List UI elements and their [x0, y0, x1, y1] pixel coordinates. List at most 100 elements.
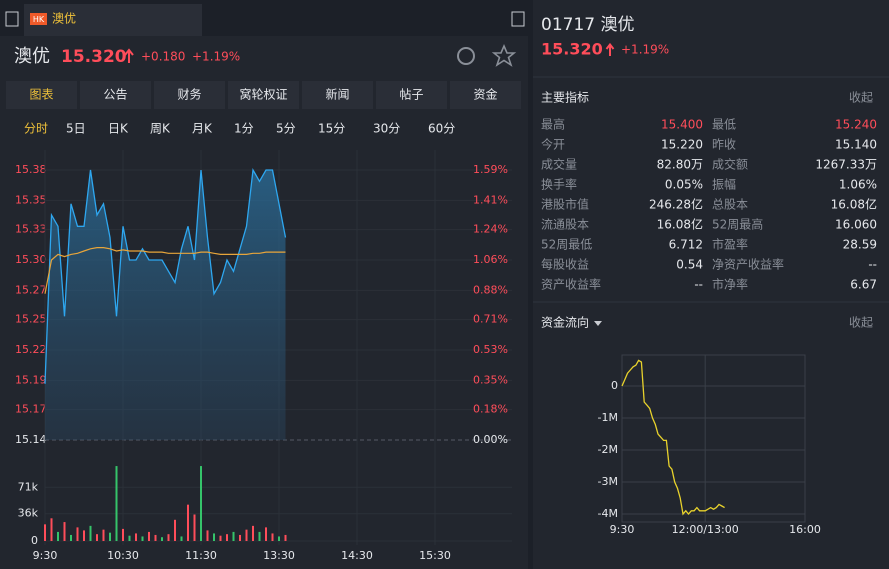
y-tick-label: 15.30	[15, 253, 47, 266]
volume-bar	[226, 534, 228, 541]
period-option[interactable]: 分时	[24, 122, 48, 136]
period-option[interactable]: 5分	[276, 122, 296, 136]
volume-bar	[57, 531, 59, 541]
volume-bar	[109, 532, 111, 541]
y2-tick-label: 1.06%	[473, 253, 508, 266]
period-option[interactable]: 5日	[66, 122, 86, 136]
collapse[interactable]: 收起	[849, 316, 873, 330]
x-tick-label: 9:30	[33, 549, 58, 562]
indicator-label: 市净率	[712, 277, 748, 292]
tab-label[interactable]: 财务	[177, 87, 201, 102]
refresh-icon[interactable]	[457, 47, 475, 65]
tab-button[interactable]	[228, 81, 299, 109]
indicator-label: 净资产收益率	[712, 257, 784, 272]
indicator-value: 0.54	[676, 258, 703, 272]
collapse[interactable]: 收起	[849, 91, 873, 105]
volume-bar	[206, 530, 209, 541]
indicator-value: 0.05%	[665, 178, 703, 192]
y2-tick-label: 0.53%	[473, 343, 508, 356]
flow-y-tick-label: -3M	[598, 475, 618, 488]
volume-bar	[63, 522, 66, 541]
indicator-label: 每股收益	[541, 257, 589, 272]
hk-badge	[30, 13, 47, 25]
price-area	[45, 170, 286, 440]
panel-pct: +1.19%	[621, 43, 669, 57]
y-tick-label: 15.14	[15, 433, 47, 446]
y-tick-label: 15.27	[15, 283, 47, 296]
period-option[interactable]: 30分	[373, 122, 400, 136]
indicator-value: 246.28亿	[649, 197, 703, 212]
period-option[interactable]: 周K	[150, 122, 171, 136]
y-tick-label: 15.38	[15, 163, 47, 176]
indicator-label: 港股市值	[541, 197, 589, 212]
period-option[interactable]: 日K	[108, 122, 129, 136]
y2-tick-label: 1.24%	[473, 222, 508, 235]
indicator-label: 最高	[541, 117, 565, 132]
indicator-label: 最低	[712, 118, 736, 132]
tab[interactable]	[24, 4, 202, 36]
volume-bar	[200, 466, 202, 541]
indicator-value: 15.400	[661, 118, 703, 132]
indicator-value: 16.08亿	[831, 197, 877, 212]
flow-line	[621, 359, 725, 516]
indicator-value: 15.220	[661, 138, 703, 152]
x-tick-label: 10:30	[107, 549, 139, 562]
flow-y-tick-label: -4M	[598, 507, 618, 520]
sidebar-icon[interactable]	[511, 11, 525, 27]
volume-tick-label: 71k	[18, 480, 39, 493]
volume-bar	[50, 518, 53, 541]
volume-bar	[44, 524, 46, 541]
volume-bar	[148, 531, 150, 541]
indicator-value: 15.240	[835, 118, 877, 132]
y2-tick-label: 0.88%	[473, 284, 508, 297]
period-option[interactable]: 60分	[428, 122, 455, 136]
indicator-value: 82.80万	[657, 158, 703, 172]
volume-bar	[180, 536, 183, 541]
volume-bar	[83, 530, 85, 541]
sidebar-icon[interactable]	[5, 11, 19, 27]
volume-bar	[278, 536, 280, 541]
y-tick-label: 15.33	[15, 223, 47, 236]
star-icon[interactable]	[491, 43, 517, 67]
flow-x-tick-label: 9:30	[610, 523, 635, 536]
period-option[interactable]: 1分	[234, 122, 254, 136]
tab-label[interactable]: 图表	[29, 88, 53, 102]
y-tick-label: 15.25	[15, 313, 47, 326]
volume-bar	[135, 533, 137, 541]
tab-label[interactable]: 新闻	[325, 87, 349, 102]
flow-x-tick-label: 16:00	[789, 523, 821, 536]
indicator-label: 流通股本	[541, 218, 589, 232]
indicator-label: 52周最高	[712, 217, 763, 232]
up-arrow	[124, 48, 134, 63]
tab-button[interactable]	[302, 81, 373, 109]
price: 15.320	[61, 47, 127, 67]
section-title[interactable]: 资金流向	[541, 315, 589, 330]
flow-y-tick-label: -2M	[598, 443, 618, 456]
dropdown-icon[interactable]	[594, 321, 602, 326]
period-option[interactable]: 月K	[192, 122, 213, 136]
tab-button[interactable]	[450, 81, 521, 109]
volume-bar	[102, 529, 105, 541]
y2-tick-label: 0.00%	[473, 433, 508, 446]
tab-label[interactable]: 公告	[103, 88, 127, 102]
volume-bar	[174, 519, 176, 541]
tab-label[interactable]: 窝轮权证	[239, 87, 287, 102]
volume-bar	[70, 534, 72, 541]
y-tick-label: 15.19	[15, 373, 47, 386]
y-tick-label: 15.35	[15, 193, 47, 206]
tab-button[interactable]	[6, 81, 77, 109]
tab-label[interactable]: 资金	[473, 87, 497, 102]
indicator-label: 市盈率	[712, 237, 748, 252]
indicator-label: 振幅	[712, 177, 736, 192]
volume-bar	[187, 504, 189, 541]
tab-button[interactable]	[154, 81, 225, 109]
tab-label[interactable]: 帖子	[399, 87, 423, 102]
tab-button[interactable]	[80, 81, 151, 109]
tab-button[interactable]	[376, 81, 447, 109]
period-option[interactable]: 15分	[318, 122, 345, 136]
volume-bar	[245, 529, 248, 541]
volume-bar	[252, 525, 254, 541]
y2-tick-label: 0.35%	[473, 374, 508, 387]
